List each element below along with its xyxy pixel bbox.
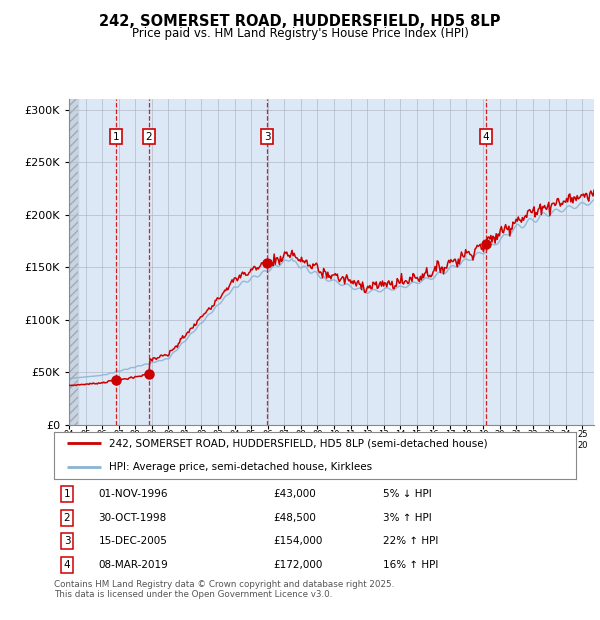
Text: Contains HM Land Registry data © Crown copyright and database right 2025.
This d: Contains HM Land Registry data © Crown c… [54,580,394,599]
Text: £48,500: £48,500 [273,513,316,523]
Text: £172,000: £172,000 [273,560,323,570]
Text: 3: 3 [64,536,70,546]
Text: 1: 1 [64,489,70,499]
Text: 2: 2 [64,513,70,523]
Bar [69,99,78,425]
Text: 1: 1 [113,131,119,141]
Text: 30-OCT-1998: 30-OCT-1998 [98,513,167,523]
Text: 01-NOV-1996: 01-NOV-1996 [98,489,168,499]
Text: 4: 4 [483,131,490,141]
Text: 4: 4 [64,560,70,570]
Text: HPI: Average price, semi-detached house, Kirklees: HPI: Average price, semi-detached house,… [109,462,372,472]
Text: 22% ↑ HPI: 22% ↑ HPI [383,536,438,546]
Text: 08-MAR-2019: 08-MAR-2019 [98,560,168,570]
Text: 15-DEC-2005: 15-DEC-2005 [98,536,167,546]
Text: 242, SOMERSET ROAD, HUDDERSFIELD, HD5 8LP (semi-detached house): 242, SOMERSET ROAD, HUDDERSFIELD, HD5 8L… [109,438,487,448]
Text: £43,000: £43,000 [273,489,316,499]
Text: £154,000: £154,000 [273,536,323,546]
Text: Price paid vs. HM Land Registry's House Price Index (HPI): Price paid vs. HM Land Registry's House … [131,27,469,40]
Text: 242, SOMERSET ROAD, HUDDERSFIELD, HD5 8LP: 242, SOMERSET ROAD, HUDDERSFIELD, HD5 8L… [99,14,501,29]
Text: 5% ↓ HPI: 5% ↓ HPI [383,489,431,499]
Text: 3: 3 [264,131,271,141]
Bar [69,99,78,425]
Text: 2: 2 [146,131,152,141]
Text: 16% ↑ HPI: 16% ↑ HPI [383,560,438,570]
Text: 3% ↑ HPI: 3% ↑ HPI [383,513,431,523]
